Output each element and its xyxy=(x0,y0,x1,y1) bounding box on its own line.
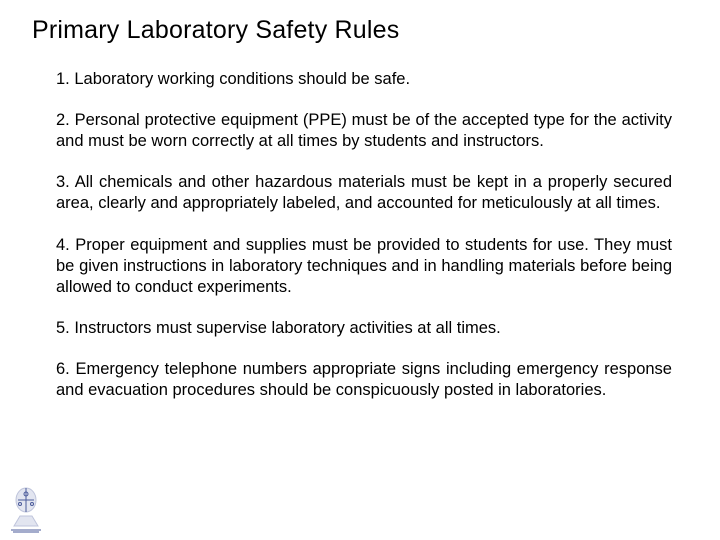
slide-title: Primary Laboratory Safety Rules xyxy=(32,16,688,45)
rule-item: 1. Laboratory working conditions should … xyxy=(32,69,688,90)
emblem-icon xyxy=(8,486,44,534)
slide-container: Primary Laboratory Safety Rules 1. Labor… xyxy=(0,0,720,437)
rule-item: 5. Instructors must supervise laboratory… xyxy=(32,318,688,339)
rule-item: 4. Proper equipment and supplies must be… xyxy=(32,235,688,298)
rule-item: 3. All chemicals and other hazardous mat… xyxy=(32,172,688,214)
rule-item: 2. Personal protective equipment (PPE) m… xyxy=(32,110,688,152)
rule-item: 6. Emergency telephone numbers appropria… xyxy=(32,359,688,401)
